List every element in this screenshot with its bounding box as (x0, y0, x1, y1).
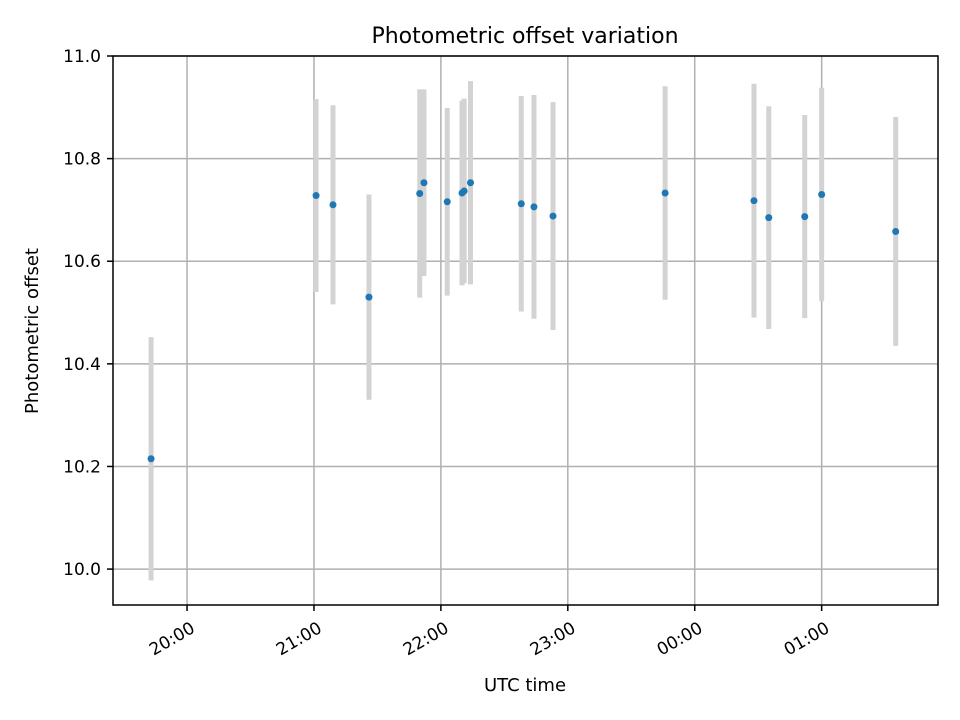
plot-frame (112, 55, 939, 606)
x-tick-label: 00:00 (654, 618, 706, 660)
grid-layer (113, 55, 938, 605)
x-tick-label: 22:00 (400, 618, 452, 660)
y-tick-label: 10.4 (63, 355, 101, 375)
y-axis-label: Photometric offset (22, 248, 43, 414)
data-point (416, 190, 424, 198)
data-point (460, 187, 468, 195)
y-tick-label: 10.0 (63, 560, 101, 580)
data-point (801, 213, 809, 221)
y-tick-label: 10.8 (63, 150, 101, 170)
data-point (517, 200, 525, 208)
data-point (467, 179, 474, 187)
x-tick-label: 01:00 (781, 618, 833, 660)
data-point (892, 227, 900, 235)
data-point (549, 212, 557, 220)
data-point (329, 201, 337, 209)
data-point (443, 198, 451, 206)
point-layer (147, 179, 900, 463)
data-point (420, 179, 428, 187)
y-tick-label: 10.2 (63, 457, 101, 477)
data-point (365, 293, 373, 301)
data-point (750, 197, 758, 205)
data-point (312, 192, 320, 200)
x-tick-label: 20:00 (146, 618, 198, 660)
y-tick-label: 11.0 (63, 47, 101, 67)
data-point (765, 214, 773, 222)
x-tick-label: 21:00 (273, 618, 325, 660)
errorbar-layer (148, 81, 899, 581)
chart-title: Photometric offset variation (371, 24, 678, 49)
data-point (147, 455, 155, 463)
y-tick-label: 10.6 (63, 252, 101, 272)
data-point (818, 191, 826, 199)
data-point (530, 203, 538, 211)
data-point (661, 189, 669, 197)
x-axis-label: UTC time (484, 675, 566, 696)
x-tick-label: 23:00 (527, 618, 579, 660)
